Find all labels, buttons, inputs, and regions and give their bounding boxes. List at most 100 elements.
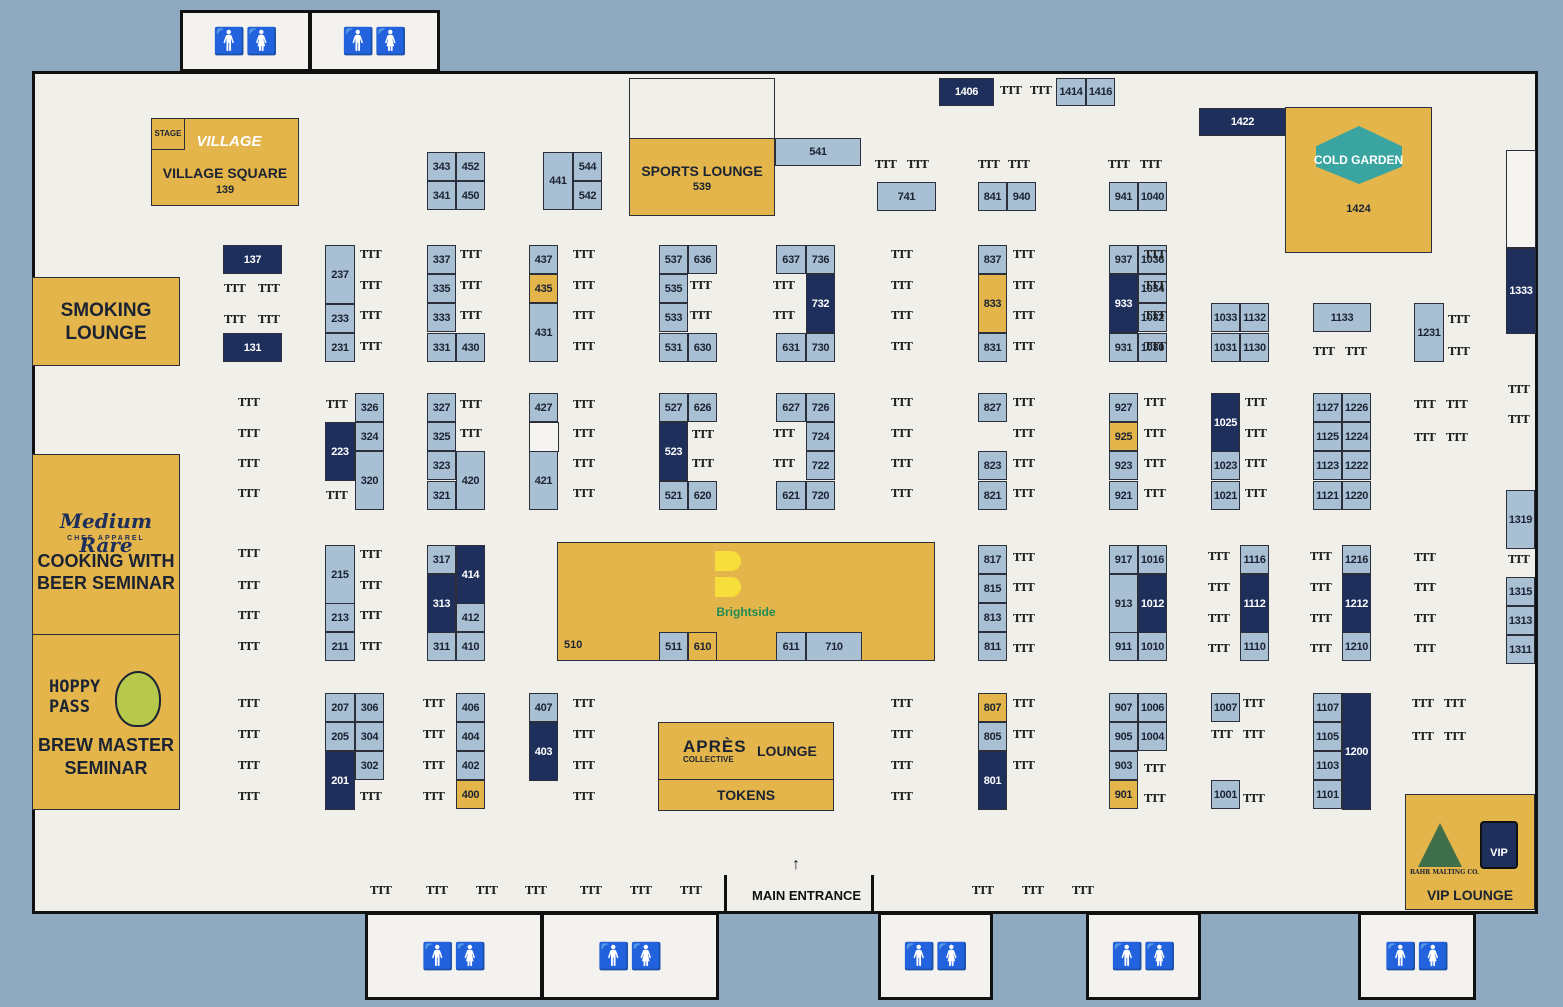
booth-450[interactable]: 450 [456, 181, 485, 210]
booth-400[interactable]: 400 [456, 780, 485, 809]
booth-427[interactable]: 427 [529, 393, 558, 422]
booth-437[interactable]: 437 [529, 245, 558, 274]
booth-1133[interactable]: 1133 [1313, 303, 1371, 332]
booth-1021[interactable]: 1021 [1211, 481, 1240, 510]
booth-1116[interactable]: 1116 [1240, 545, 1269, 574]
booth-626[interactable]: 626 [688, 393, 717, 422]
village-square-zone[interactable]: STAGE VILLAGE VILLAGE SQUARE 139 [151, 118, 299, 206]
booth-911[interactable]: 911 [1109, 632, 1138, 661]
booth-903[interactable]: 903 [1109, 751, 1138, 780]
booth-1313[interactable]: 1313 [1506, 606, 1535, 635]
booth-435[interactable]: 435 [529, 274, 558, 303]
booth-404[interactable]: 404 [456, 722, 485, 751]
booth-421[interactable]: 421 [529, 451, 558, 510]
booth-1107[interactable]: 1107 [1313, 693, 1342, 722]
booth-620[interactable]: 620 [688, 481, 717, 510]
booth-201[interactable]: 201 [325, 751, 355, 810]
booth-326[interactable]: 326 [355, 393, 384, 422]
booth-1422[interactable]: 1422 [1199, 108, 1286, 136]
booth-407[interactable]: 407 [529, 693, 558, 722]
booth-430[interactable]: 430 [456, 333, 485, 362]
booth-1123[interactable]: 1123 [1313, 451, 1342, 480]
booth-841[interactable]: 841 [978, 182, 1007, 211]
booth-925[interactable]: 925 [1109, 422, 1138, 451]
booth-321[interactable]: 321 [427, 481, 456, 510]
booth-937[interactable]: 937 [1109, 245, 1138, 274]
booth-420[interactable]: 420 [456, 451, 485, 510]
booth-231[interactable]: 231 [325, 333, 355, 362]
booth-313[interactable]: 313 [427, 574, 456, 633]
restroom-top-2[interactable]: 🚹🚺 [309, 10, 440, 72]
booth-1315[interactable]: 1315 [1506, 577, 1535, 606]
cooking-seminar-zone[interactable]: Medium Rare CHEF APPAREL COOKING WITH BE… [32, 454, 180, 636]
booth-1031[interactable]: 1031 [1211, 333, 1240, 362]
booth-1025[interactable]: 1025 [1211, 393, 1240, 452]
booth-541[interactable]: 541 [775, 138, 861, 166]
booth-1032[interactable]: 1032 [1138, 303, 1167, 332]
restroom-bottom-5[interactable]: 🚹🚺 [1358, 912, 1476, 1000]
booth-837[interactable]: 837 [978, 245, 1007, 274]
booth-325[interactable]: 325 [427, 422, 456, 451]
booth-1224[interactable]: 1224 [1342, 422, 1371, 451]
booth-1121[interactable]: 1121 [1313, 481, 1342, 510]
tokens-zone[interactable]: TOKENS [658, 779, 834, 811]
restroom-bottom-1[interactable]: 🚹🚺 [365, 912, 543, 1000]
booth-741[interactable]: 741 [877, 182, 936, 211]
booth-327[interactable]: 327 [427, 393, 456, 422]
booth-1200[interactable]: 1200 [1342, 693, 1371, 810]
booth-827[interactable]: 827 [978, 393, 1007, 422]
booth-1406[interactable]: 1406 [939, 78, 994, 106]
booth-320[interactable]: 320 [355, 451, 384, 510]
booth-1034[interactable]: 1034 [1138, 274, 1167, 303]
booth-1007[interactable]: 1007 [1211, 693, 1240, 722]
booth-907[interactable]: 907 [1109, 693, 1138, 722]
booth-637[interactable]: 637 [776, 245, 806, 274]
booth-410[interactable]: 410 [456, 632, 485, 661]
booth-1101[interactable]: 1101 [1313, 780, 1342, 809]
booth-414[interactable]: 414 [456, 545, 485, 604]
sports-lounge-zone[interactable]: SPORTS LOUNGE 539 [629, 138, 775, 216]
booth-335[interactable]: 335 [427, 274, 456, 303]
booth-412[interactable]: 412 [456, 603, 485, 632]
booth-801[interactable]: 801 [978, 751, 1007, 810]
booth-343[interactable]: 343 [427, 152, 456, 181]
booth-1023[interactable]: 1023 [1211, 451, 1240, 480]
booth-1012[interactable]: 1012 [1138, 574, 1167, 633]
booth-610[interactable]: 610 [688, 632, 717, 661]
booth-732[interactable]: 732 [806, 274, 835, 333]
booth-533[interactable]: 533 [659, 303, 688, 332]
booth-331[interactable]: 331 [427, 333, 456, 362]
booth-821[interactable]: 821 [978, 481, 1007, 510]
booth-813[interactable]: 813 [978, 603, 1007, 632]
booth-833[interactable]: 833 [978, 274, 1007, 333]
booth-137[interactable]: 137 [223, 245, 282, 274]
booth-215[interactable]: 215 [325, 545, 355, 605]
booth-531[interactable]: 531 [659, 333, 688, 362]
booth-1333[interactable]: 1333 [1506, 248, 1536, 334]
booth-722[interactable]: 722 [806, 451, 835, 480]
booth-323[interactable]: 323 [427, 451, 456, 480]
booth-1212[interactable]: 1212 [1342, 574, 1371, 633]
booth-905[interactable]: 905 [1109, 722, 1138, 751]
booth-941[interactable]: 941 [1109, 182, 1138, 211]
booth-431[interactable]: 431 [529, 303, 558, 362]
booth-611[interactable]: 611 [776, 632, 806, 661]
booth-621[interactable]: 621 [776, 481, 806, 510]
booth-1033[interactable]: 1033 [1211, 303, 1240, 332]
booth-223[interactable]: 223 [325, 422, 355, 481]
booth-815[interactable]: 815 [978, 574, 1007, 603]
restroom-top-1[interactable]: 🚹🚺 [180, 10, 311, 72]
booth-211[interactable]: 211 [325, 632, 355, 661]
booth-207[interactable]: 207 [325, 693, 355, 722]
booth-1105[interactable]: 1105 [1313, 722, 1342, 751]
booth-931[interactable]: 931 [1109, 333, 1138, 362]
booth-1231[interactable]: 1231 [1414, 303, 1444, 362]
booth-1112[interactable]: 1112 [1240, 574, 1269, 633]
booth-213[interactable]: 213 [325, 603, 355, 632]
booth-304[interactable]: 304 [355, 722, 384, 751]
booth-823[interactable]: 823 [978, 451, 1007, 480]
booth-537[interactable]: 537 [659, 245, 688, 274]
booth-811[interactable]: 811 [978, 632, 1007, 661]
booth-720[interactable]: 720 [806, 481, 835, 510]
booth-1040[interactable]: 1040 [1138, 182, 1167, 211]
